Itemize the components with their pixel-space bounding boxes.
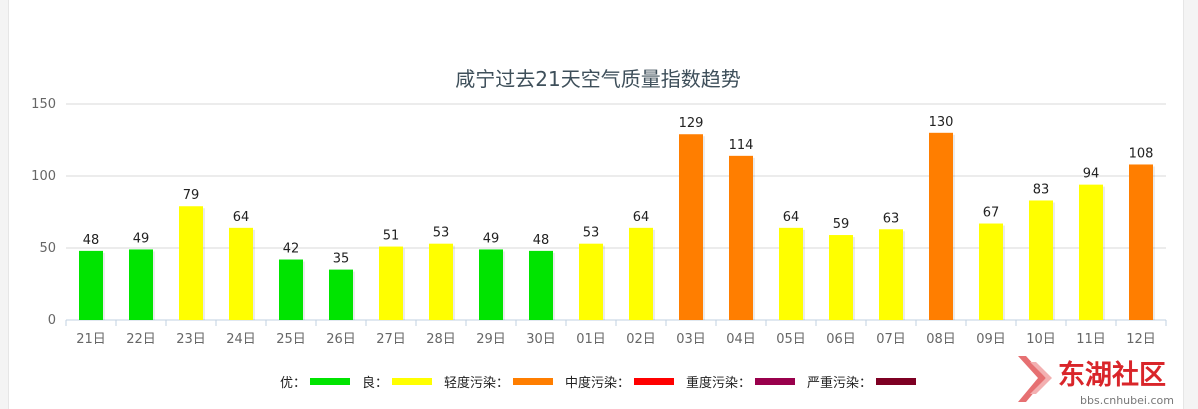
bar bbox=[629, 227, 653, 320]
bar bbox=[429, 243, 453, 320]
x-tick-label: 06日 bbox=[826, 332, 856, 347]
data-label: 79 bbox=[183, 188, 200, 203]
legend-label: 良： bbox=[362, 375, 388, 391]
bar bbox=[879, 229, 903, 320]
x-tick-label: 23日 bbox=[176, 332, 206, 347]
x-axis-ticks: 21日 22日 23日 24日 25日 26日 27日 28日 29日 30日 01日 02日 03日 0… bbox=[65, 320, 1167, 347]
x-tick-label: 02日 bbox=[626, 332, 656, 347]
legend-swatch bbox=[876, 378, 916, 385]
legend-swatch bbox=[310, 378, 350, 385]
bar bbox=[129, 249, 153, 320]
legend-label: 优： bbox=[280, 376, 306, 391]
data-label: 83 bbox=[1033, 182, 1050, 197]
chart-panel bbox=[8, 0, 1184, 409]
x-tick-label: 10日 bbox=[1026, 332, 1056, 347]
bar bbox=[829, 235, 853, 320]
data-label: 67 bbox=[983, 206, 1000, 221]
x-tick-label: 03日 bbox=[676, 332, 706, 347]
data-label: 64 bbox=[783, 210, 800, 225]
legend-swatch bbox=[755, 378, 795, 385]
y-tick-label: 100 bbox=[31, 169, 56, 184]
data-label: 35 bbox=[333, 252, 350, 267]
x-tick-label: 27日 bbox=[376, 332, 406, 347]
bar bbox=[529, 250, 553, 320]
x-tick-label: 08日 bbox=[926, 332, 956, 347]
bar bbox=[979, 223, 1003, 320]
data-label: 130 bbox=[929, 115, 954, 130]
data-label: 48 bbox=[83, 233, 100, 248]
y-tick-label: 0 bbox=[48, 313, 56, 328]
bar bbox=[779, 227, 803, 320]
bar bbox=[279, 259, 303, 320]
x-tick-label: 07日 bbox=[876, 332, 906, 347]
bar bbox=[379, 246, 403, 320]
legend-label: 重度污染： bbox=[686, 375, 751, 391]
x-tick-label: 21日 bbox=[76, 332, 106, 347]
chart-title: 咸宁过去21天空气质量指数趋势 bbox=[455, 67, 740, 91]
bar bbox=[579, 243, 603, 320]
bars bbox=[79, 132, 1155, 320]
x-tick-label: 09日 bbox=[976, 332, 1006, 347]
x-tick-label: 05日 bbox=[776, 332, 806, 347]
x-tick-label: 12日 bbox=[1126, 332, 1156, 347]
data-label: 48 bbox=[533, 233, 550, 248]
x-tick-label: 29日 bbox=[476, 332, 506, 347]
bar bbox=[179, 206, 203, 320]
data-label: 49 bbox=[483, 231, 500, 246]
legend-label: 严重污染： bbox=[807, 375, 872, 391]
bar bbox=[679, 134, 703, 320]
x-tick-label: 22日 bbox=[126, 332, 156, 347]
bar bbox=[479, 249, 503, 320]
y-axis-ticks: 0 50 100 150 bbox=[31, 97, 56, 328]
x-tick-label: 24日 bbox=[226, 332, 256, 347]
data-label: 94 bbox=[1083, 167, 1100, 182]
data-label: 49 bbox=[133, 231, 150, 246]
data-labels: 48 49 79 64 42 35 51 53 49 48 53 64 129 114 64 59 63 130 6… bbox=[83, 115, 1154, 267]
bar bbox=[229, 227, 253, 320]
legend-swatch bbox=[392, 378, 432, 385]
data-label: 63 bbox=[883, 211, 900, 226]
data-label: 53 bbox=[583, 226, 600, 241]
y-tick-label: 150 bbox=[31, 97, 56, 112]
data-label: 108 bbox=[1129, 146, 1154, 161]
watermark-logo-icon bbox=[1018, 356, 1052, 402]
legend-swatch bbox=[513, 378, 553, 385]
legend-label: 轻度污染： bbox=[444, 375, 509, 391]
x-tick-label: 26日 bbox=[326, 332, 356, 347]
data-label: 114 bbox=[729, 138, 754, 153]
x-tick-label: 11日 bbox=[1076, 332, 1106, 347]
bar bbox=[79, 250, 103, 320]
data-label: 129 bbox=[679, 116, 704, 131]
legend: 优： 良： 轻度污染： 中度污染： 重度污染： 严重污染： bbox=[280, 375, 916, 391]
bar bbox=[1079, 184, 1103, 320]
data-label: 53 bbox=[433, 226, 450, 241]
site-watermark: 东湖社区 bbs.cnhubei.com bbox=[1018, 356, 1174, 407]
legend-label: 中度污染： bbox=[565, 375, 630, 391]
legend-swatch bbox=[634, 378, 674, 385]
y-tick-label: 50 bbox=[39, 241, 56, 256]
bar bbox=[729, 155, 753, 320]
x-tick-label: 28日 bbox=[426, 332, 456, 347]
bar bbox=[329, 269, 353, 320]
data-label: 64 bbox=[233, 210, 250, 225]
data-label: 51 bbox=[383, 229, 400, 244]
bar bbox=[929, 132, 953, 320]
x-tick-label: 04日 bbox=[726, 332, 756, 347]
watermark-url: bbs.cnhubei.com bbox=[1080, 394, 1174, 407]
data-label: 42 bbox=[283, 242, 300, 257]
data-label: 64 bbox=[633, 210, 650, 225]
data-label: 59 bbox=[833, 217, 850, 232]
x-tick-label: 30日 bbox=[526, 332, 556, 347]
x-tick-label: 01日 bbox=[576, 332, 606, 347]
bar bbox=[1029, 200, 1053, 320]
bar bbox=[1129, 164, 1153, 320]
x-tick-label: 25日 bbox=[276, 332, 306, 347]
watermark-text: 东湖社区 bbox=[1058, 359, 1166, 391]
